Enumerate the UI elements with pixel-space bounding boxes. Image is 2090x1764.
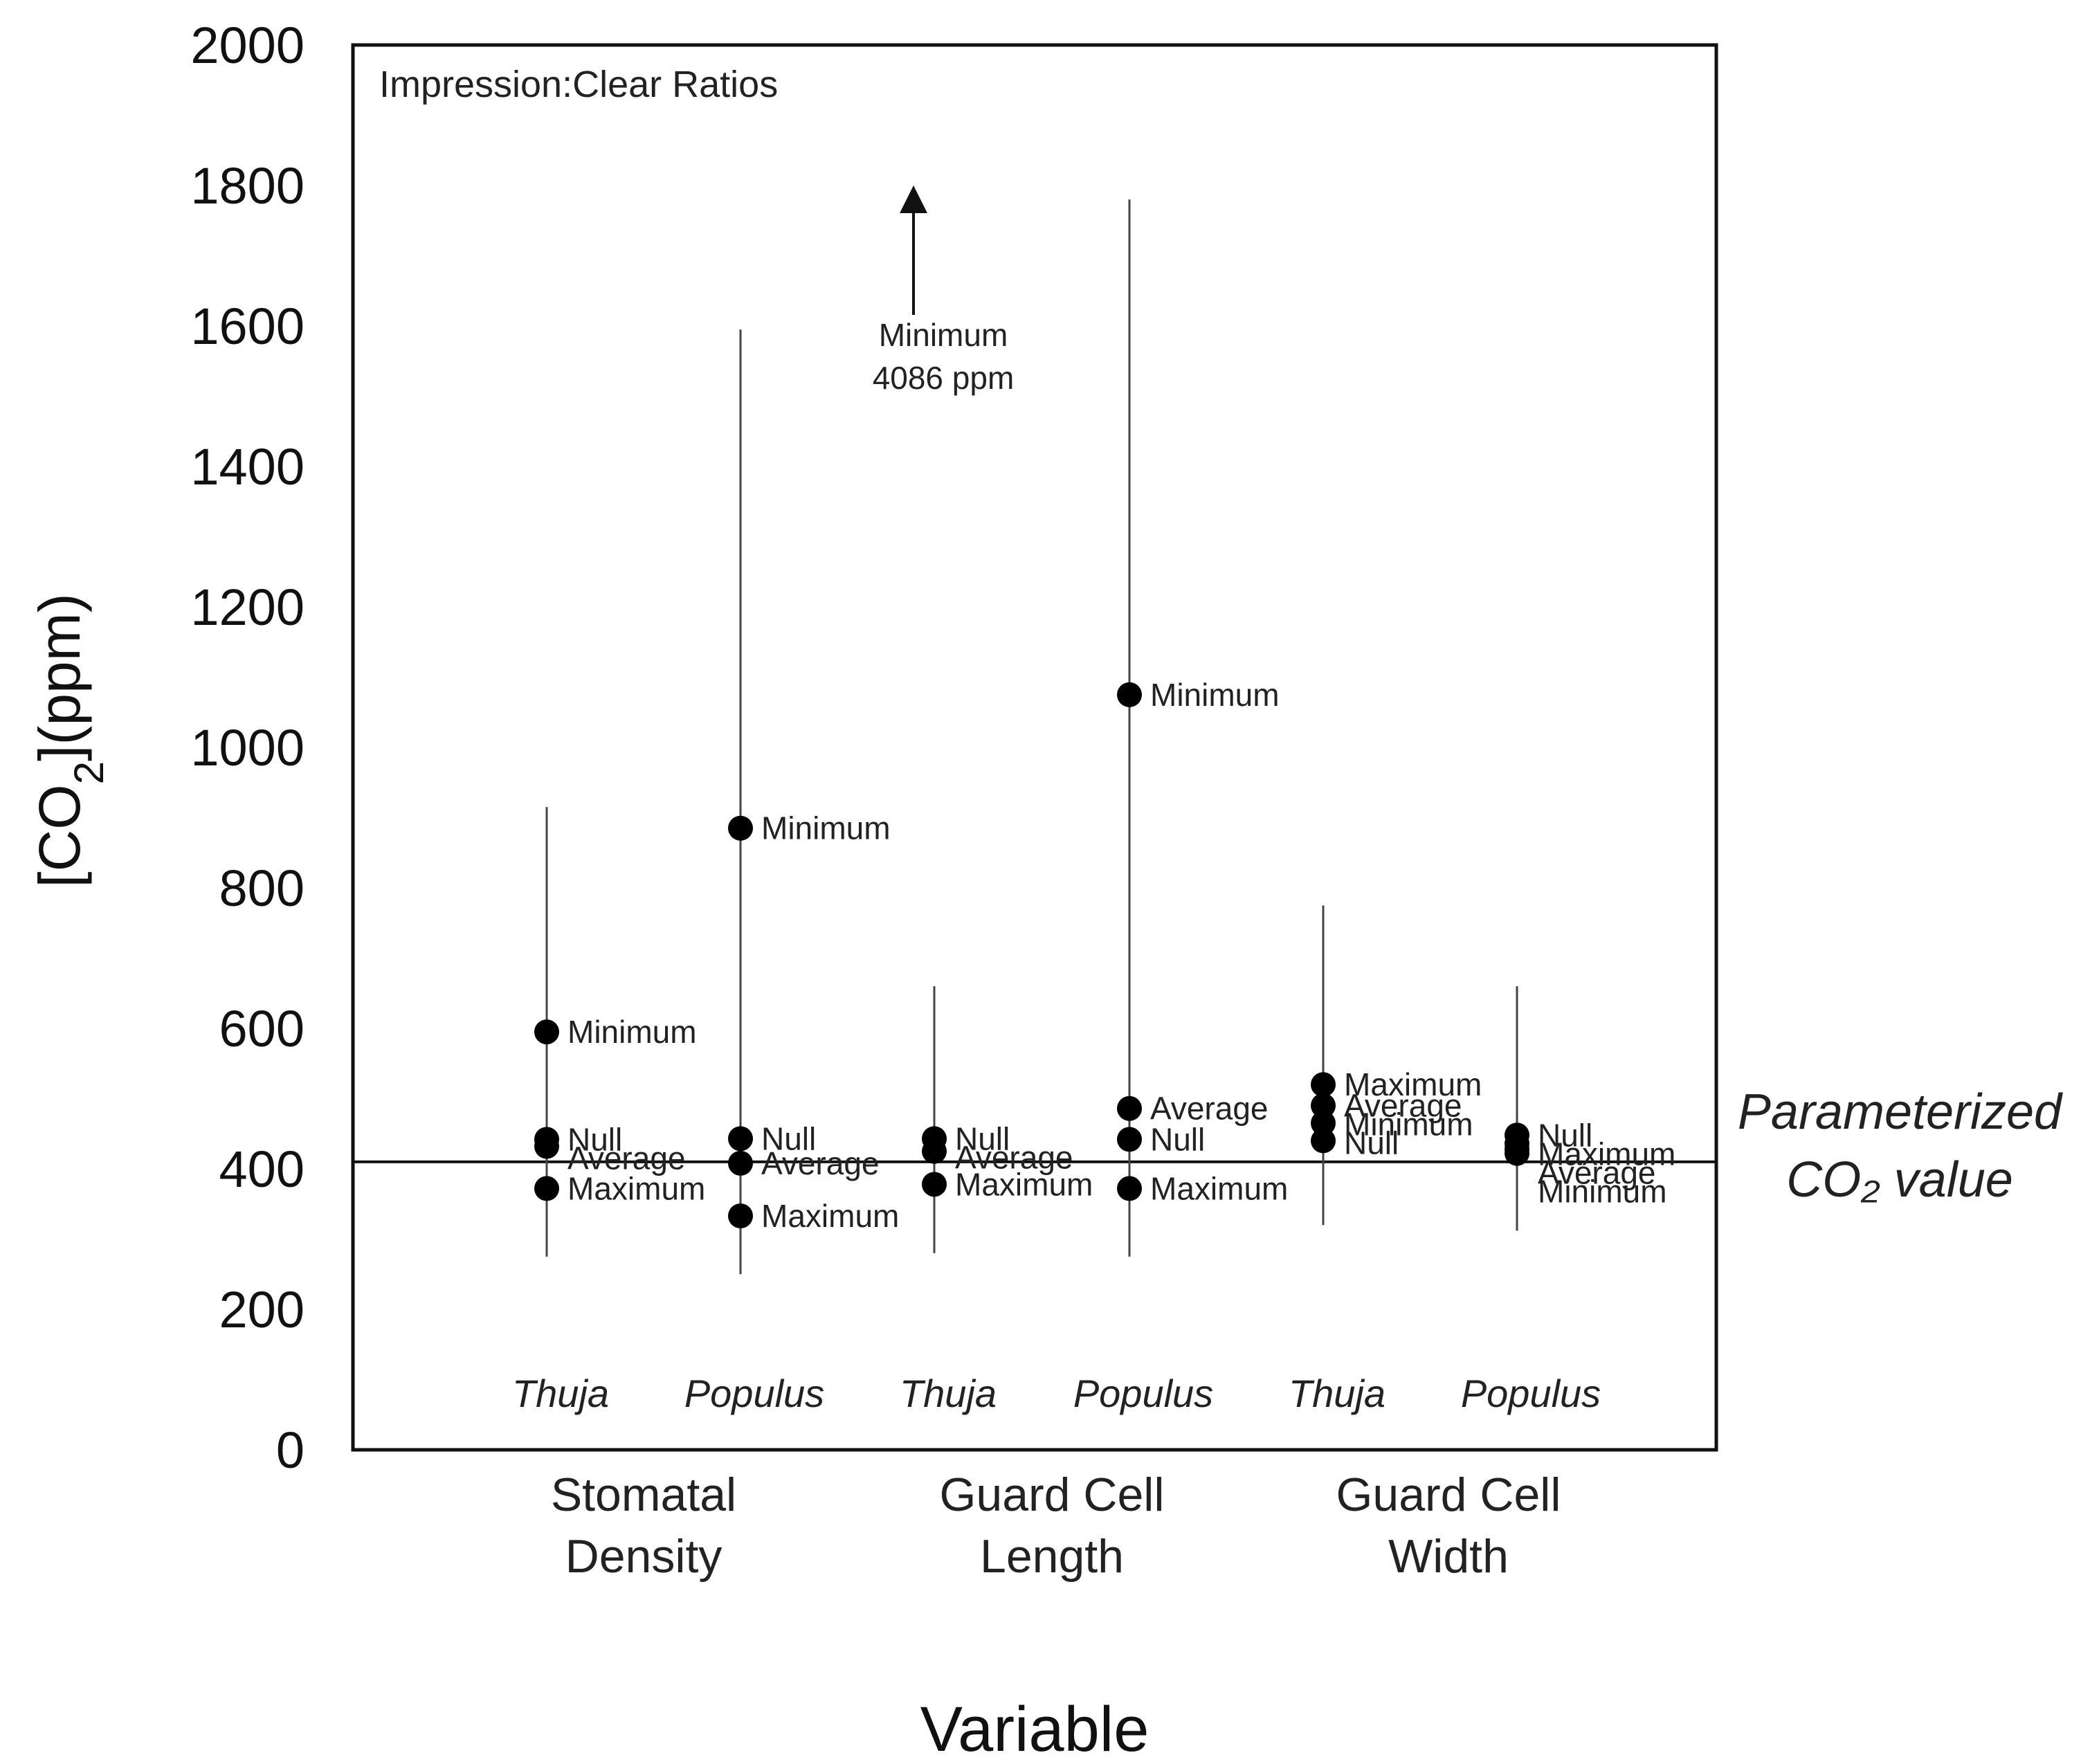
data-point	[534, 1176, 559, 1201]
data-point	[1117, 1176, 1142, 1201]
data-point	[1311, 1111, 1336, 1136]
variable-label: Width	[1388, 1530, 1509, 1583]
data-point-label: Minimum	[1538, 1173, 1667, 1209]
y-tick-label: 400	[219, 1140, 305, 1198]
data-point	[728, 1150, 753, 1176]
y-tick-labels: 0 200 400 600 800 1000 1200 1400 1600 1800 2000	[190, 17, 305, 1479]
data-point	[728, 1203, 753, 1229]
variable-label: Stomatal	[551, 1469, 736, 1521]
data-point	[922, 1138, 947, 1164]
variable-label: Length	[980, 1530, 1124, 1583]
range-lines	[545, 199, 1518, 1275]
data-point	[1117, 1095, 1142, 1121]
y-tick-label: 1600	[190, 298, 305, 355]
data-point-label: Average	[761, 1145, 880, 1181]
y-axis-label: [CO2](ppm)	[27, 593, 112, 887]
data-points	[534, 682, 1529, 1229]
y-tick-label: 600	[219, 1000, 305, 1057]
y-tick-label: 1200	[190, 579, 305, 636]
y-tick-label: 200	[219, 1281, 305, 1338]
data-point-label: Null	[1150, 1121, 1205, 1157]
variable-label: Guard Cell	[939, 1469, 1164, 1521]
y-tick-label: 1400	[190, 438, 305, 495]
panel-title: Impression:Clear Ratios	[379, 64, 778, 105]
data-point	[1311, 1128, 1336, 1154]
data-point-label: Null	[1344, 1125, 1399, 1161]
data-point-label: Minimum	[761, 810, 891, 846]
variable-label: Density	[565, 1530, 723, 1583]
offscale-arrowhead	[900, 185, 927, 213]
data-point-label: Average	[1344, 1088, 1462, 1124]
data-point	[1117, 682, 1142, 707]
data-point-label: Average	[567, 1140, 686, 1176]
data-point-label: Maximum	[1344, 1066, 1482, 1102]
data-point-label: Minimum	[567, 1014, 697, 1050]
y-tick-label: 1000	[190, 719, 305, 776]
y-tick-label: 800	[219, 860, 305, 917]
offscale-value: 4086 ppm	[873, 360, 1015, 396]
y-tick-label: 1800	[190, 157, 305, 215]
data-point-label: Average	[1150, 1091, 1269, 1127]
reference-line-label: Parameterized	[1738, 1084, 2063, 1140]
variable-label: Guard Cell	[1336, 1469, 1561, 1521]
offscale-label: Minimum	[879, 317, 1008, 353]
y-tick-label: 0	[276, 1421, 305, 1479]
taxon-label: Thuja	[900, 1372, 997, 1415]
data-point-label: Null	[761, 1120, 816, 1156]
data-point	[922, 1172, 947, 1197]
taxon-label: Thuja	[1289, 1372, 1385, 1415]
data-point-label: Average	[1538, 1154, 1656, 1190]
data-point-label: Minimum	[1150, 677, 1280, 713]
data-point	[728, 815, 753, 841]
taxon-label: Populus	[1461, 1372, 1601, 1415]
data-point-label: Maximum	[1150, 1170, 1288, 1206]
x-axis-label: Variable	[920, 1694, 1150, 1764]
data-point	[1311, 1093, 1336, 1118]
offscale-annotations: Minimum 4086 ppm	[873, 185, 1015, 396]
data-point	[728, 1126, 753, 1152]
data-point-labels: MinimumNullAverageMaximumMinimumNullAver…	[567, 677, 1675, 1234]
data-point-label: Maximum	[955, 1166, 1093, 1202]
data-point-label: Null	[567, 1121, 622, 1157]
data-point	[1117, 1127, 1142, 1152]
data-point-label: Maximum	[761, 1198, 899, 1234]
data-point-label: Maximum	[1538, 1136, 1675, 1172]
taxon-label: Populus	[1073, 1372, 1213, 1415]
taxon-labels: Thuja Populus Thuja Populus Thuja Populus	[512, 1372, 1601, 1415]
plot-frame	[351, 43, 1718, 1452]
data-point-label: Null	[1538, 1117, 1592, 1153]
reference-line-group: Parameterized CO₂ value	[353, 1084, 2063, 1208]
data-point-label: Maximum	[567, 1170, 705, 1206]
data-point-label: Minimum	[1344, 1107, 1473, 1143]
reference-line-label: CO₂ value	[1786, 1152, 2013, 1208]
data-point	[534, 1134, 559, 1159]
y-tick-label: 2000	[190, 17, 305, 74]
data-point-label: Null	[955, 1120, 1010, 1156]
variable-group-labels: Stomatal Density Guard Cell Length Guard Cel…	[551, 1469, 1561, 1583]
taxon-label: Populus	[684, 1372, 824, 1415]
data-point-label: Average	[955, 1139, 1073, 1175]
data-point	[1311, 1072, 1336, 1098]
data-point	[534, 1019, 559, 1045]
taxon-label: Thuja	[512, 1372, 609, 1415]
data-point	[1505, 1140, 1529, 1166]
